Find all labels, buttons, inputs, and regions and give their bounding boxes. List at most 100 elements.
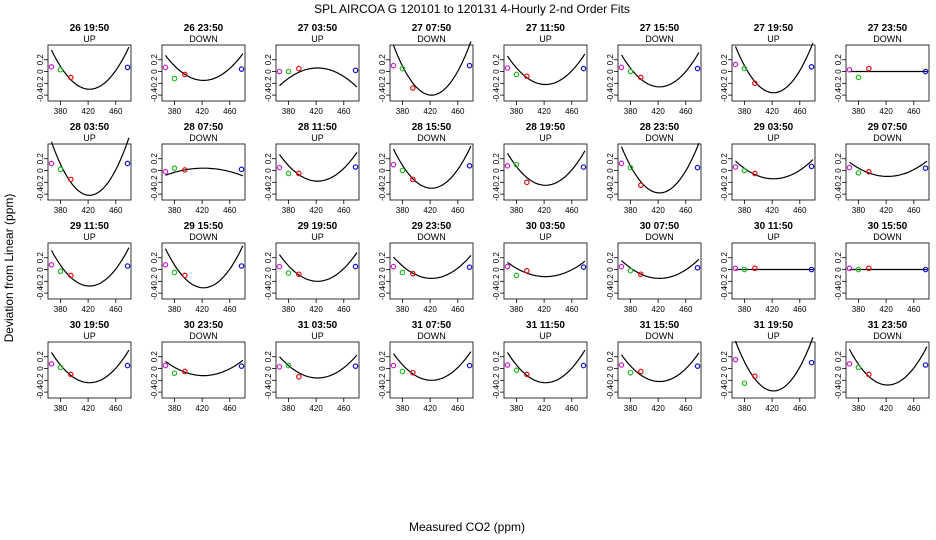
x-tick-label: 380: [738, 107, 752, 116]
y-tick-label: 0.2: [36, 54, 45, 66]
data-point: [922, 165, 929, 171]
x-tick-label: 460: [793, 206, 807, 215]
panel-frame: [845, 341, 930, 399]
y-tick-label: 0.2: [606, 153, 615, 165]
data-point: [580, 362, 587, 369]
panel-frame: [161, 143, 246, 201]
data-point: [238, 166, 245, 173]
y-tick-label: 0.2: [150, 153, 159, 165]
data-point: [410, 369, 416, 376]
data-point: [855, 364, 862, 371]
data-point: [627, 164, 634, 171]
fit-curve: [734, 337, 814, 392]
y-tick-label: 0: [720, 69, 729, 74]
panel-title: 31 11:50: [526, 320, 565, 331]
x-tick-label: 380: [396, 107, 410, 116]
data-point: [618, 362, 625, 368]
data-point: [296, 170, 302, 177]
data-point: [638, 74, 644, 81]
data-point: [846, 361, 853, 367]
data-point: [694, 164, 701, 171]
x-tick-label: 380: [510, 206, 524, 215]
y-tick-label: 0: [264, 366, 273, 371]
data-point: [694, 264, 701, 271]
y-tick-label: -0.4: [834, 286, 843, 300]
panel-frame: [161, 341, 246, 399]
x-tick-label: 380: [168, 305, 182, 314]
data-point: [390, 62, 397, 69]
data-point: [296, 271, 302, 278]
fit-curve: [621, 258, 700, 279]
fit-curve: [734, 42, 814, 94]
fit-curve: [507, 260, 586, 278]
x-tick-label: 420: [651, 404, 665, 413]
y-tick-label: -0.2: [378, 175, 387, 189]
panel-frame: [47, 341, 132, 399]
data-point: [638, 271, 644, 278]
y-tick-label: -0.2: [36, 76, 45, 90]
panel-frame: [617, 242, 702, 300]
data-point: [524, 73, 530, 80]
x-tick-label: 460: [223, 404, 237, 413]
y-tick-label: -0.4: [378, 187, 387, 201]
panel-direction: UP: [83, 34, 96, 44]
panel-direction: DOWN: [873, 133, 902, 143]
data-point: [57, 166, 64, 173]
data-point: [48, 64, 55, 70]
y-tick-label: -0.4: [36, 88, 45, 102]
data-point: [68, 176, 74, 183]
y-tick-label: 0: [378, 366, 387, 371]
data-point: [618, 64, 625, 71]
y-tick-label: -0.2: [492, 274, 501, 288]
panel-title: 30 19:50: [70, 320, 110, 331]
panel-direction: UP: [83, 133, 96, 143]
x-tick-label: 420: [651, 107, 665, 116]
y-tick-label: 0.2: [36, 252, 45, 264]
y-tick-label: -0.4: [834, 385, 843, 399]
data-point: [808, 359, 815, 366]
x-tick-label: 380: [738, 305, 752, 314]
panel-title: 27 15:50: [640, 23, 680, 34]
y-tick-label: -0.2: [720, 175, 729, 189]
y-tick-label: 0.2: [834, 252, 843, 264]
panel-title: 27 19:50: [754, 23, 794, 34]
y-axis-label: Deviation from Linear (ppm): [2, 194, 16, 343]
data-point: [352, 263, 359, 270]
y-tick-label: -0.2: [36, 274, 45, 288]
x-tick-label: 420: [309, 107, 323, 116]
data-point: [855, 170, 862, 176]
data-point: [182, 272, 188, 279]
data-point: [866, 371, 872, 378]
panel-direction: UP: [311, 331, 324, 341]
data-point: [390, 263, 397, 270]
y-tick-label: 0: [378, 168, 387, 173]
data-point: [238, 363, 245, 369]
data-point: [808, 64, 815, 70]
y-tick-label: -0.4: [264, 385, 273, 399]
x-tick-label: 460: [907, 305, 921, 314]
x-tick-label: 380: [54, 206, 68, 215]
panel-frame: [389, 242, 474, 300]
x-tick-label: 460: [907, 206, 921, 215]
data-point: [182, 368, 188, 375]
data-point: [276, 68, 283, 75]
panel-direction: DOWN: [189, 34, 218, 44]
data-point: [162, 262, 169, 268]
data-point: [741, 380, 748, 387]
x-tick-label: 420: [423, 107, 437, 116]
y-tick-label: -0.4: [492, 88, 501, 102]
y-tick-label: 0: [150, 69, 159, 74]
x-tick-label: 460: [337, 206, 351, 215]
data-point: [866, 65, 872, 72]
data-point: [68, 74, 74, 81]
y-tick-label: 0: [606, 267, 615, 272]
data-point: [171, 269, 178, 276]
x-tick-label: 420: [879, 404, 893, 413]
x-tick-label: 460: [109, 107, 123, 116]
y-tick-label: 0.2: [378, 351, 387, 363]
